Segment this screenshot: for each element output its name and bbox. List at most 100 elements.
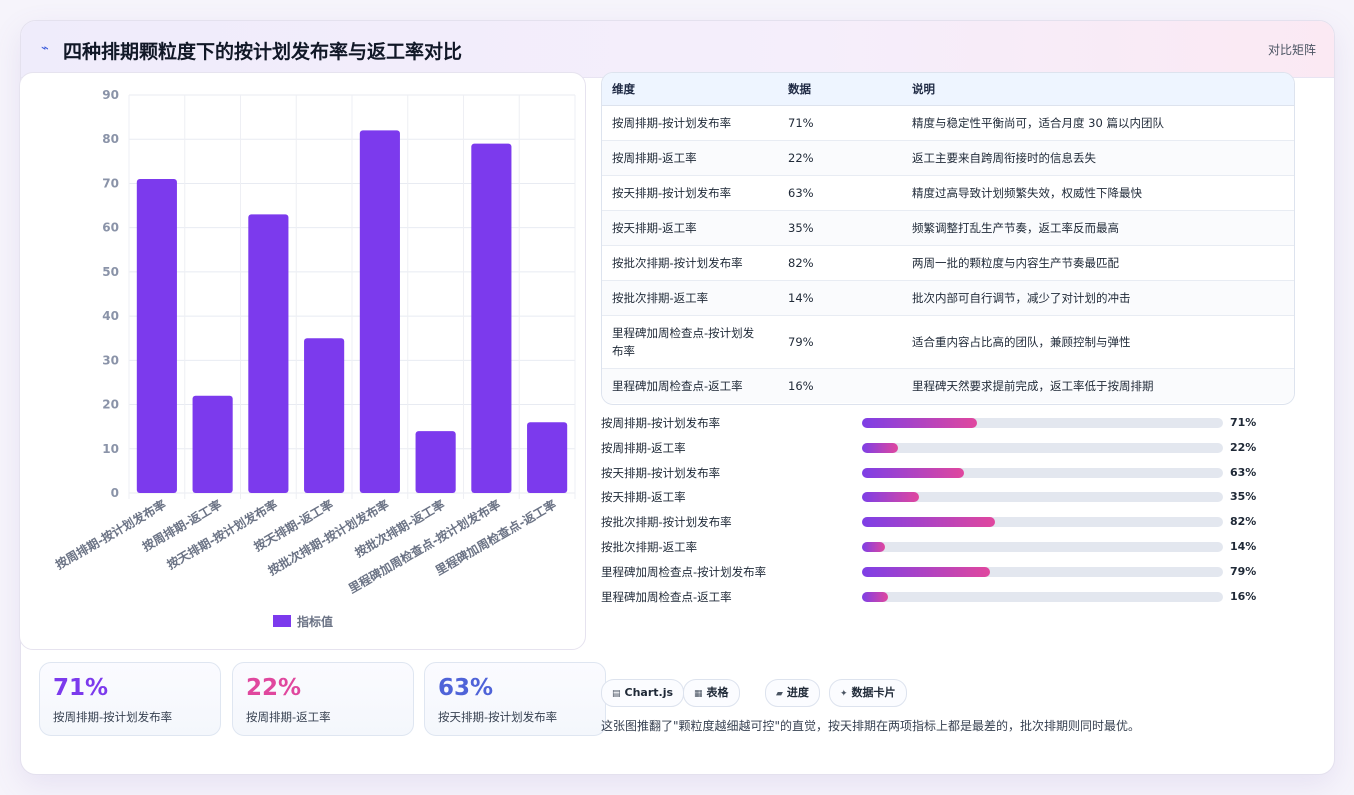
progress-label: 按周排期-返工率 (601, 440, 686, 455)
table-cell-dimension: 里程碑加周检查点-返工率 (602, 368, 778, 403)
progress-list: 按周排期-按计划发布率 71% 按周排期-返工率 22% 按天排期-按计划发布率 63% 按… (601, 416, 1261, 614)
progress-row: 按批次排期-按计划发布率 82% (601, 515, 1261, 540)
progress-fill (862, 541, 885, 552)
card-header: ⌁ 四种排期颗粒度下的按计划发布率与返工率对比 对比矩阵 (21, 21, 1334, 78)
progress-value: 79% (1230, 564, 1257, 578)
progress-label: 按批次排期-按计划发布率 (601, 515, 732, 530)
table-cell-dimension: 里程碑加周检查点-按计划发布率 (602, 315, 778, 369)
progress-row: 里程碑加周检查点-按计划发布率 79% (601, 565, 1261, 590)
progress-label: 按批次排期-返工率 (601, 539, 698, 554)
y-tick-label: 90 (102, 88, 119, 102)
progress-value: 22% (1230, 440, 1257, 454)
chart-line-icon: ⌁ (41, 41, 49, 56)
table-cell-dimension: 按批次排期-返工率 (602, 280, 778, 316)
progress-track (862, 566, 1223, 577)
table-cell-value: 35% (778, 210, 902, 246)
y-tick-label: 40 (102, 309, 119, 323)
progress-label: 按天排期-按计划发布率 (601, 465, 721, 480)
bar (527, 422, 568, 493)
x-tick-label: 按批次排期-返工率 (352, 497, 447, 560)
bar-chart: 0102030405060708090按周排期-按计划发布率按周排期-返工率按天… (53, 88, 576, 629)
progress-value: 71% (1230, 416, 1257, 429)
table-cell-description: 适合重内容占比高的团队，兼顾控制与弹性 (902, 315, 1294, 369)
table-header-dimension: 维度 (602, 73, 778, 106)
table-cell-description: 返工主要来自跨周衔接时的信息丢失 (902, 140, 1294, 176)
stat-label-1: 按周排期-按计划发布率 (53, 710, 173, 724)
summary-note: 这张图推翻了"颗粒度越细越可控"的直觉，按天排期在两项指标上都是最差的，批次排期… (601, 719, 1141, 733)
table-cell-description: 精度与稳定性平衡尚可，适合月度 30 篇以内团队 (902, 105, 1294, 141)
progress-value: 16% (1230, 589, 1257, 603)
table-row: 里程碑加周检查点-按计划发布率 79% 适合重内容占比高的团队，兼顾控制与弹性 (602, 315, 1294, 369)
bar (359, 130, 400, 493)
table-cell-value: 63% (778, 175, 902, 211)
progress-row: 按批次排期-返工率 14% (601, 540, 1261, 565)
table-row: 里程碑加周检查点-返工率 16% 里程碑天然要求提前完成，返工率低于按周排期 (602, 368, 1294, 403)
progress-track (862, 492, 1223, 503)
table-cell-value: 71% (778, 105, 902, 141)
progress-track (862, 541, 1223, 552)
progress-fill (862, 467, 965, 478)
table-cell-value: 14% (778, 280, 902, 316)
y-tick-label: 60 (102, 221, 119, 235)
table-row: 按周排期-返工率 22% 返工主要来自跨周衔接时的信息丢失 (602, 140, 1294, 176)
progress-row: 按周排期-返工率 22% (601, 441, 1261, 466)
progress-row: 按周排期-按计划发布率 71% (601, 416, 1261, 441)
progress-label: 里程碑加周检查点-按计划发布率 (601, 564, 767, 579)
y-tick-label: 50 (102, 265, 119, 279)
sparkle-icon: ✦ (840, 689, 848, 699)
stat-card-1: 71% 按周排期-按计划发布率 (39, 662, 221, 736)
chart-icon: ▤ (612, 689, 621, 699)
table-cell-dimension: 按天排期-返工率 (602, 210, 778, 246)
data-table: 维度 数据 说明 按周排期-按计划发布率 71% 精度与稳定性平衡尚可，适合月度 3… (601, 72, 1295, 405)
chip-data-card[interactable]: ✦ 数据卡片 (829, 679, 907, 707)
progress-value: 82% (1230, 515, 1257, 529)
table-row: 按批次排期-返工率 14% 批次内部可自行调节，减少了对计划的冲击 (602, 280, 1294, 316)
bar (248, 214, 289, 493)
progress-track (862, 591, 1223, 602)
y-tick-label: 80 (102, 132, 119, 146)
bar-chart-panel: 0 10 20 30 40 50 60 70 80 90 按周排期-按计划发布率 按周排期-返工率 按天… (19, 72, 586, 650)
table-row: 按天排期-按计划发布率 63% 精度过高导致计划频繁失效，权威性下降最快 (602, 175, 1294, 211)
stat-value-2: 22% (246, 675, 302, 701)
table-header-value: 数据 (778, 73, 902, 106)
chip-table[interactable]: ▦ 表格 (683, 679, 740, 707)
progress-label: 里程碑加周检查点-返工率 (601, 589, 732, 604)
table-row: 按批次排期-按计划发布率 82% 两周一批的颗粒度与内容生产节奏最匹配 (602, 245, 1294, 281)
legend-label: 指标值 (297, 614, 333, 629)
table-cell-value: 22% (778, 140, 902, 176)
table-cell-value: 16% (778, 368, 902, 403)
progress-fill (862, 566, 991, 577)
y-tick-label: 0 (111, 486, 119, 500)
table-cell-description: 里程碑天然要求提前完成，返工率低于按周排期 (902, 368, 1294, 403)
bar (471, 143, 512, 493)
table-cell-value: 82% (778, 245, 902, 281)
table-cell-description: 精度过高导致计划频繁失效，权威性下降最快 (902, 175, 1294, 211)
progress-track (862, 517, 1223, 528)
table-cell-description: 两周一批的颗粒度与内容生产节奏最匹配 (902, 245, 1294, 281)
table-row: 按天排期-返工率 35% 频繁调整打乱生产节奏，返工率反而最高 (602, 210, 1294, 246)
progress-icon: ▰ (776, 689, 783, 699)
chip-progress[interactable]: ▰ 进度 (765, 679, 820, 707)
table-cell-dimension: 按批次排期-按计划发布率 (602, 245, 778, 281)
stat-card-3: 63% 按天排期-按计划发布率 (424, 662, 606, 736)
progress-value: 14% (1230, 539, 1257, 553)
stat-card-2: 22% 按周排期-返工率 (232, 662, 414, 736)
table-cell-value: 79% (778, 315, 902, 369)
chip-chartjs[interactable]: ▤ Chart.js (601, 679, 685, 707)
stat-value-1: 71% (53, 675, 109, 701)
y-tick-label: 20 (102, 398, 119, 412)
view-tag[interactable]: 对比矩阵 (1267, 43, 1316, 57)
bar (415, 431, 456, 493)
progress-fill (862, 517, 996, 528)
progress-track (862, 418, 1223, 428)
stat-label-3: 按天排期-按计划发布率 (438, 710, 558, 724)
progress-fill (862, 418, 978, 428)
progress-row: 按天排期-按计划发布率 63% (601, 466, 1261, 491)
progress-label: 按天排期-返工率 (601, 490, 686, 505)
progress-row: 按天排期-返工率 35% (601, 490, 1261, 515)
page-title: 四种排期颗粒度下的按计划发布率与返工率对比 (63, 41, 463, 63)
table-cell-description: 频繁调整打乱生产节奏，返工率反而最高 (902, 210, 1294, 246)
stat-value-3: 63% (438, 675, 494, 701)
y-tick-label: 10 (102, 442, 119, 456)
progress-value: 35% (1230, 490, 1257, 504)
